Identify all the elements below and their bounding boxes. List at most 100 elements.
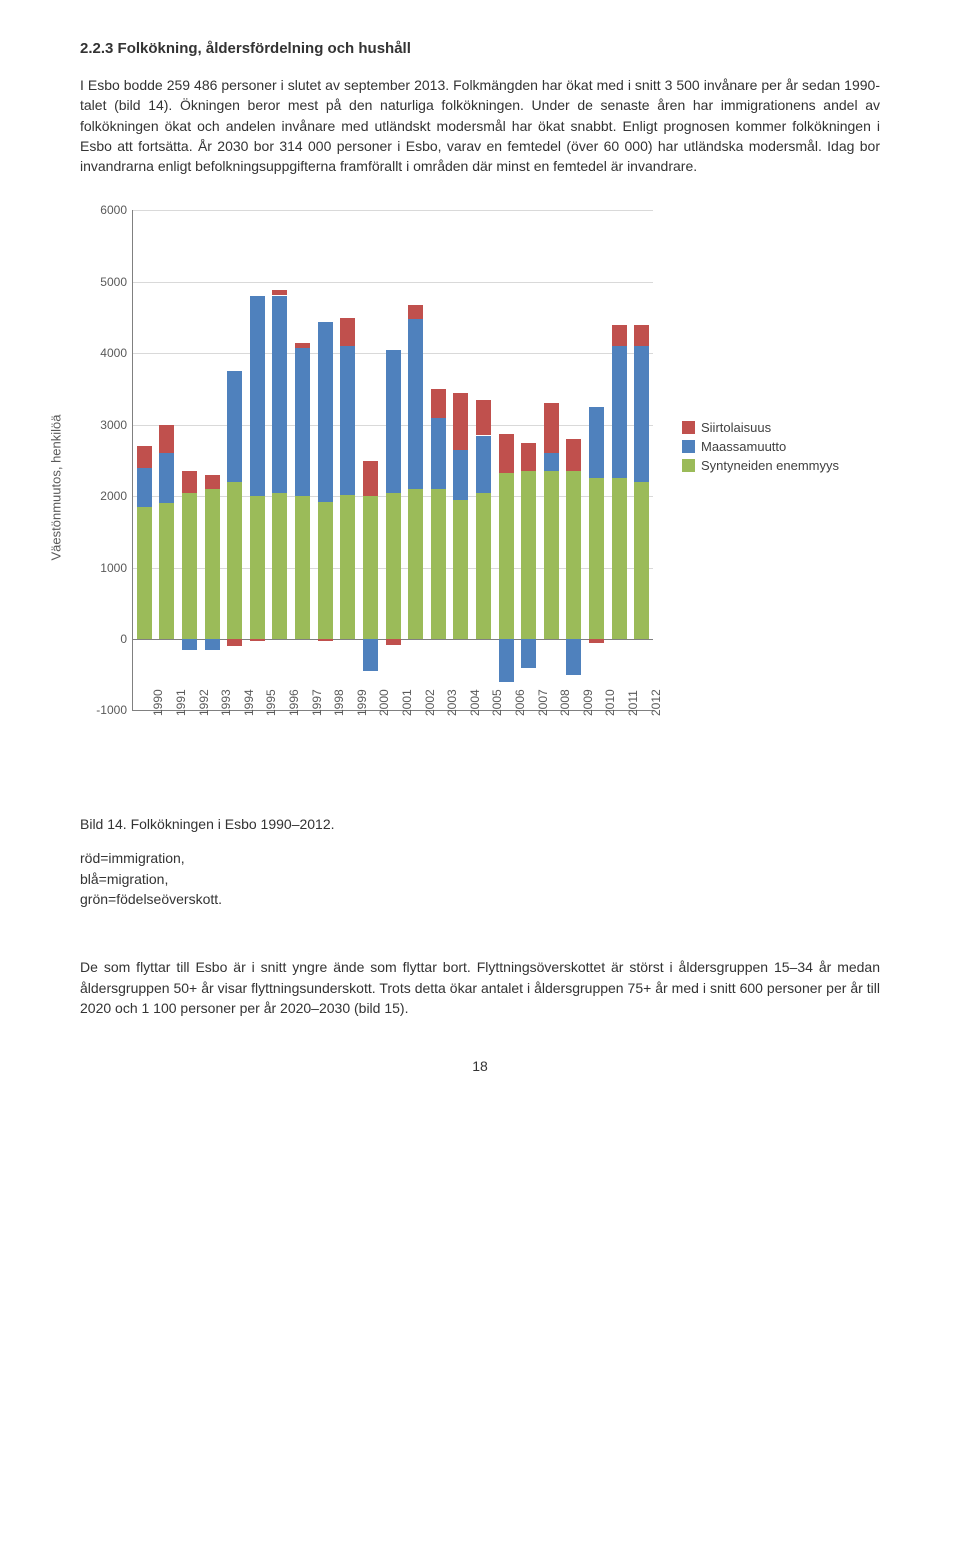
chart-ylabel: Väestönmuutos, henkilöä [49,415,64,561]
ytick-label: 2000 [100,489,133,503]
legend-swatch [682,421,695,434]
bar-segment-siirtolaisuus [499,434,514,473]
bar-segment-syntyneiden [272,493,287,639]
paragraph-1: I Esbo bodde 259 486 personer i slutet a… [80,75,880,176]
bar-group [612,210,627,710]
legend-item: Syntyneiden enemmyys [682,458,839,473]
bar-segment-maassamuutto [386,350,401,493]
section-heading: 2.2.3 Folkökning, åldersfördelning och h… [80,40,880,57]
bar-segment-siirtolaisuus [250,639,265,641]
bar-group [272,210,287,710]
bar-segment-maassamuutto [453,450,468,500]
legend-key-line: blå=migration, [80,869,880,889]
bar-segment-siirtolaisuus [363,461,378,497]
ytick-label: 6000 [100,203,133,217]
bar-segment-siirtolaisuus [182,471,197,492]
bar-segment-siirtolaisuus [589,639,604,643]
bar-segment-siirtolaisuus [295,343,310,347]
bar-segment-syntyneiden [159,503,174,639]
ytick-label: 1000 [100,561,133,575]
bar-group [295,210,310,710]
bar-segment-syntyneiden [612,478,627,639]
legend-item: Maassamuutto [682,439,839,454]
bar-segment-maassamuutto [476,436,491,493]
bar-group [499,210,514,710]
legend-label: Maassamuutto [701,439,786,454]
bar-segment-maassamuutto [431,418,446,489]
ytick-label: 5000 [100,275,133,289]
bar-segment-maassamuutto [182,639,197,650]
bar-segment-siirtolaisuus [521,443,536,472]
bar-group [566,210,581,710]
bar-group [137,210,152,710]
vaestomuutos-chart: Väestönmuutos, henkilöä -100001000200030… [80,200,670,760]
bar-segment-syntyneiden [318,502,333,639]
chart-plot-area: -100001000200030004000500060001990199119… [132,210,653,711]
bar-segment-maassamuutto [272,296,287,493]
bar-segment-syntyneiden [205,489,220,639]
bar-segment-syntyneiden [250,496,265,639]
bar-segment-maassamuutto [612,346,627,478]
bar-segment-siirtolaisuus [386,639,401,645]
bar-group [386,210,401,710]
figure-caption: Bild 14. Folkökningen i Esbo 1990–2012. [80,816,880,832]
page-number: 18 [80,1058,880,1074]
bar-segment-maassamuutto [340,346,355,495]
bar-segment-siirtolaisuus [159,425,174,454]
bar-segment-syntyneiden [453,500,468,639]
bar-segment-syntyneiden [431,489,446,639]
bar-segment-maassamuutto [408,319,423,489]
bar-segment-syntyneiden [634,482,649,639]
bar-group [453,210,468,710]
chart-figure: Väestönmuutos, henkilöä -100001000200030… [80,200,880,760]
bar-group [318,210,333,710]
xtick-label: 2012 [649,690,663,717]
bar-segment-siirtolaisuus [408,305,423,319]
bar-segment-maassamuutto [589,407,604,478]
page: 2.2.3 Folkökning, åldersfördelning och h… [0,0,960,1114]
bar-segment-maassamuutto [318,322,333,502]
bar-group [182,210,197,710]
bar-segment-siirtolaisuus [612,325,627,346]
paragraph-2: De som flyttar till Esbo är i snitt yngr… [80,957,880,1018]
bar-segment-syntyneiden [408,489,423,639]
legend-label: Siirtolaisuus [701,420,771,435]
bar-segment-maassamuutto [499,639,514,682]
bar-group [250,210,265,710]
legend-key: röd=immigration,blå=migration,grön=födel… [80,848,880,909]
bar-segment-maassamuutto [363,639,378,671]
bar-segment-syntyneiden [589,478,604,639]
bar-segment-syntyneiden [227,482,242,639]
bar-segment-syntyneiden [499,473,514,639]
bar-group [544,210,559,710]
bar-segment-syntyneiden [295,496,310,639]
ytick-label: -1000 [96,703,133,717]
ytick-label: 0 [120,632,133,646]
bar-segment-siirtolaisuus [227,639,242,646]
bar-segment-siirtolaisuus [476,400,491,436]
bar-segment-siirtolaisuus [205,475,220,489]
bar-group [159,210,174,710]
bar-group [340,210,355,710]
bar-segment-maassamuutto [521,639,536,668]
bar-group [589,210,604,710]
bar-group [431,210,446,710]
bar-segment-siirtolaisuus [634,325,649,346]
bar-segment-siirtolaisuus [340,318,355,347]
bar-segment-maassamuutto [227,371,242,482]
bar-segment-maassamuutto [159,453,174,503]
legend-key-line: grön=födelseöverskott. [80,889,880,909]
chart-legend: Siirtolaisuus Maassamuutto Syntyneiden ene… [682,420,839,477]
bar-group [205,210,220,710]
bar-segment-siirtolaisuus [544,403,559,453]
bar-segment-siirtolaisuus [431,389,446,418]
bar-segment-maassamuutto [205,639,220,650]
bar-segment-syntyneiden [521,471,536,639]
bar-segment-syntyneiden [137,507,152,639]
bar-group [634,210,649,710]
bar-segment-siirtolaisuus [453,393,468,450]
bar-group [363,210,378,710]
bar-segment-syntyneiden [182,493,197,639]
bar-segment-siirtolaisuus [318,639,333,641]
bar-segment-siirtolaisuus [137,446,152,467]
